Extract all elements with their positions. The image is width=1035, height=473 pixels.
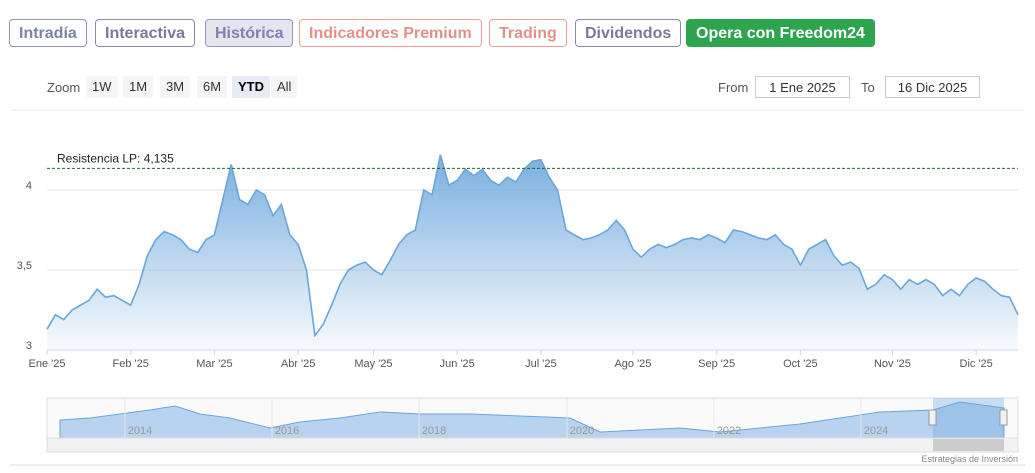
area-fill (47, 154, 1018, 350)
scrollbar-thumb[interactable] (933, 439, 1004, 451)
zoom-button[interactable]: 1W (86, 76, 118, 98)
x-tick-label: Jul '25 (525, 358, 556, 370)
navigator-label: 2014 (128, 425, 152, 437)
x-tick-label: Jun '25 (440, 358, 475, 370)
tab[interactable]: Interactiva (95, 19, 196, 47)
x-tick-label: Ene '25 (29, 358, 66, 370)
navigator-handle[interactable] (999, 409, 1008, 426)
y-tick-label: 4 (26, 180, 32, 192)
zoom-button[interactable]: YTD (232, 76, 270, 98)
credit: Estrategias de Inversión (921, 454, 1018, 464)
tab[interactable]: Opera con Freedom24 (686, 19, 875, 47)
tab[interactable]: Intradía (9, 19, 87, 47)
x-tick-label: Oct '25 (783, 358, 818, 370)
navigator-label: 2022 (717, 425, 741, 437)
tab[interactable]: Dividendos (575, 19, 682, 47)
tab[interactable]: Histórica (205, 19, 294, 47)
tab[interactable]: Indicadores Premium (299, 19, 482, 47)
navigator-area (59, 401, 1005, 439)
from-label: From (718, 80, 749, 95)
y-tick-label: 3,5 (17, 260, 32, 272)
to-label: To (861, 80, 875, 95)
x-tick-label: Feb '25 (113, 358, 149, 370)
x-tick-label: May '25 (354, 358, 392, 370)
x-tick-label: Sep '25 (698, 358, 735, 370)
zoom-label: Zoom (47, 80, 81, 95)
x-tick-label: Dic '25 (960, 358, 993, 370)
scrollbar[interactable] (46, 437, 1019, 453)
navigator-selection[interactable] (933, 398, 1004, 438)
to-input[interactable]: 16 Dic 2025 (885, 76, 980, 98)
line (46, 154, 1019, 338)
x-tick-label: Mar '25 (196, 358, 232, 370)
x-tick-label: Nov '25 (874, 358, 911, 370)
from-input[interactable]: 1 Ene 2025 (755, 76, 850, 98)
navigator-label: 2016 (275, 425, 299, 437)
y-tick-label: 3 (26, 340, 32, 352)
navigator-label: 2024 (864, 425, 888, 437)
zoom-button[interactable]: 3M (160, 76, 191, 98)
zoom-button[interactable]: 1M (123, 76, 154, 98)
x-tick-label: Abr '25 (281, 358, 316, 370)
navigator-label: 2020 (570, 425, 594, 437)
annotation: Resistencia LP: 4,135 (57, 151, 174, 165)
zoom-button[interactable]: 6M (197, 76, 228, 98)
zoom-button[interactable]: All (271, 76, 298, 98)
navigator-handle[interactable] (928, 409, 937, 426)
x-tick-label: Ago '25 (614, 358, 651, 370)
tab[interactable]: Trading (489, 19, 567, 47)
navigator-label: 2018 (422, 425, 446, 437)
